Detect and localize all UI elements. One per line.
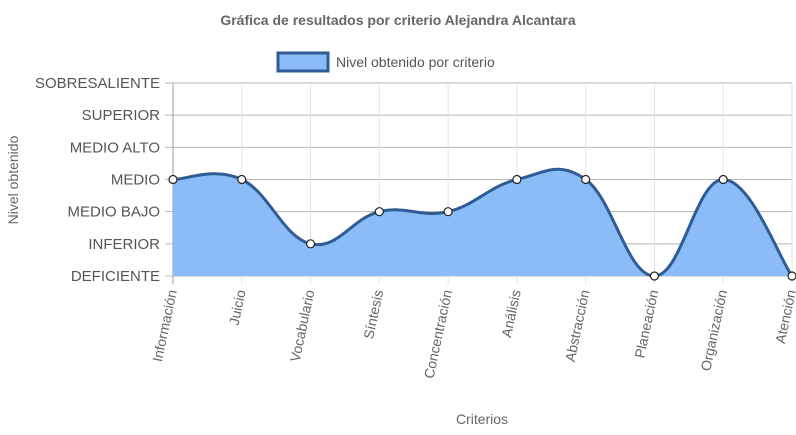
data-point[interactable]	[581, 174, 591, 185]
y-tick-label: MEDIO BAJO	[67, 204, 160, 221]
series-line	[172, 167, 794, 278]
x-tick-label: Síntesis	[360, 288, 386, 340]
x-tick-label: Información	[149, 288, 180, 363]
legend-label: Nivel obtenido por criterio	[336, 54, 495, 70]
y-tick-label: INFERIOR	[88, 236, 160, 253]
y-axis-title: Nivel obtenido	[5, 135, 21, 224]
data-point[interactable]	[237, 174, 247, 185]
data-point[interactable]	[512, 174, 522, 185]
y-axis-ticks: DEFICIENTE INFERIOR MEDIO BAJO MEDIO MEDIO A…	[35, 75, 160, 285]
y-tick-label: SUPERIOR	[82, 107, 161, 124]
x-tick-label: Juicio	[226, 288, 249, 327]
x-tick-label: Planeación	[631, 288, 661, 359]
data-point[interactable]	[374, 207, 384, 217]
x-tick-label: Atención	[772, 288, 796, 345]
data-point[interactable]	[787, 271, 796, 281]
legend-swatch	[276, 51, 330, 73]
y-tick-label: SOBRESALIENTE	[35, 75, 160, 92]
data-point[interactable]	[305, 239, 316, 249]
chart-title: Gráfica de resultados por criterio Aleja…	[220, 12, 576, 28]
x-axis-ticks: Información Juicio Vocabulario Síntesis Conc…	[149, 288, 796, 380]
data-point[interactable]	[443, 207, 453, 217]
data-point[interactable]	[649, 271, 660, 281]
data-point[interactable]	[718, 174, 728, 185]
data-point[interactable]	[168, 174, 178, 185]
series-area	[173, 169, 792, 276]
x-tick-label: Concentración	[421, 288, 455, 380]
y-tick-label: DEFICIENTE	[71, 268, 160, 285]
y-tick-label: MEDIO	[111, 172, 160, 189]
y-tick-label: MEDIO ALTO	[70, 139, 160, 156]
series-points[interactable]	[168, 174, 796, 281]
legend[interactable]: Nivel obtenido por criterio	[276, 51, 495, 73]
x-tick-label: Abstracción	[562, 288, 593, 363]
x-axis-title: Criterios	[456, 411, 508, 427]
x-tick-label: Análisis	[498, 288, 524, 339]
x-tick-label: Vocabulario	[287, 288, 318, 363]
x-tick-label: Organización	[697, 288, 730, 372]
